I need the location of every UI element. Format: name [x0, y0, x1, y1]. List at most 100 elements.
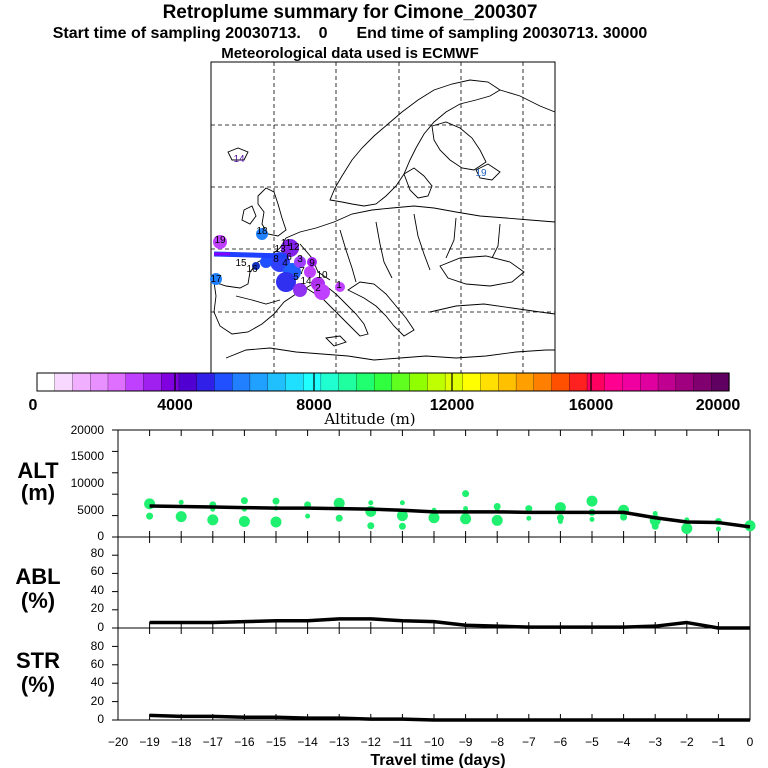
x-tick-label: −7	[522, 735, 536, 749]
alt-cluster-point	[586, 495, 598, 507]
colorbar-tick-label: 4000	[157, 397, 193, 414]
abl-ytick-label: 0	[97, 620, 104, 634]
colorbar-title: Altitude (m)	[323, 410, 415, 428]
series-lines	[149, 504, 751, 722]
colorbar-cell	[586, 372, 606, 392]
alt-cluster-point	[238, 515, 250, 527]
colorbar-cell	[54, 372, 74, 392]
coastlines	[213, 79, 556, 361]
colorbar-cell	[143, 372, 162, 392]
colorbar-tick-label: 0	[29, 397, 38, 414]
x-tick-label: −3	[648, 735, 662, 749]
map-cluster-blob	[276, 272, 296, 292]
alt-ytick-label: 15000	[71, 449, 105, 463]
map-cluster-blob	[294, 256, 306, 268]
str-ytick-label: 20	[91, 694, 105, 708]
start-time-label: Start time of sampling 20030713. 0	[52, 25, 328, 42]
colorbar-cell	[338, 372, 358, 392]
altitude-colorbar: 0 4000 8000 12000 16000 20000 Altitude (…	[29, 372, 740, 428]
map-isolated-label: 14	[233, 154, 245, 165]
x-tick-label: −16	[234, 735, 255, 749]
x-tick-label: −17	[203, 735, 224, 749]
alt-cluster-point	[240, 497, 248, 505]
colorbar-cell	[462, 372, 482, 392]
abl-ytick-label: 60	[91, 564, 105, 578]
alt-cluster-point	[335, 514, 343, 522]
colorbar-cell	[444, 372, 464, 392]
map-cluster-blob	[213, 235, 227, 249]
x-tick-labels: −20 −19 −18 −17 −16 −15 −14 −13 −12 −11 −10 −9 −8 −7−…	[108, 735, 754, 749]
x-tick-label: −9	[459, 735, 473, 749]
map-cluster-blob	[314, 284, 330, 300]
map-cluster-label: 2	[315, 283, 321, 294]
colorbar-cell	[551, 372, 570, 392]
alt-cluster-point	[557, 518, 563, 524]
alt-cluster-point	[207, 514, 219, 526]
map-cluster-label: 17	[210, 274, 222, 285]
alt-ytick-label: 0	[97, 529, 104, 543]
colorbar-cell	[356, 372, 375, 392]
map-cluster-label: 1	[336, 280, 342, 291]
colorbar-cell	[303, 372, 322, 392]
alt-cluster-point	[399, 500, 405, 506]
str-ytick-label: 0	[97, 712, 104, 726]
str-line	[149, 713, 750, 722]
map-isolated-label: 19	[475, 168, 487, 179]
map-cluster-blob	[260, 256, 272, 268]
alt-cluster-point	[333, 497, 345, 509]
colorbar-cell	[515, 372, 535, 392]
alt-cluster-point	[462, 490, 470, 498]
map-cluster-label: 16	[246, 264, 258, 275]
map-cluster-label: 7	[299, 266, 305, 277]
str-panel-unit: (%)	[21, 672, 55, 697]
colorbar-cell	[196, 372, 216, 392]
map-cluster-blob	[210, 273, 222, 285]
colorbar-cell	[320, 372, 340, 392]
alt-cluster-point	[305, 513, 311, 519]
colorbar-tick-label: 16000	[569, 397, 614, 414]
abl-ytick-label: 20	[91, 601, 105, 615]
colorbar-cell	[533, 372, 553, 392]
map-cluster-label: 8	[273, 254, 279, 265]
colorbar-cell	[90, 372, 109, 392]
map-cluster-blob	[304, 266, 316, 278]
abl-panel-label: ABL	[15, 564, 60, 589]
alt-cluster-point	[460, 513, 472, 525]
x-tick-label: −2	[680, 735, 694, 749]
str-ytick-label: 40	[91, 675, 105, 689]
alt-cluster-point	[556, 514, 564, 522]
colorbar-cell	[498, 372, 517, 392]
map-cluster-label: 11	[281, 238, 292, 249]
map-cluster-label: 10	[316, 270, 328, 281]
str-panel-frame	[117, 627, 751, 721]
x-tick-label: −13	[329, 735, 350, 749]
x-tick-label: −20	[108, 735, 129, 749]
alt-cluster-point	[270, 516, 282, 528]
map-cluster-blob	[293, 283, 307, 297]
colorbar-cell	[72, 372, 91, 392]
alt-panel-label: ALT	[17, 458, 59, 483]
met-data-label: Meteorological data used is ECMWF	[221, 45, 479, 62]
x-tick-label: 0	[747, 735, 754, 749]
x-tick-label: −4	[617, 735, 631, 749]
map-cluster-label: 19	[214, 235, 226, 246]
colorbar-cell	[36, 372, 56, 392]
alt-cluster-point	[554, 502, 566, 514]
colorbar-cell	[427, 372, 446, 392]
abl-line	[149, 617, 750, 630]
colorbar-cell	[409, 372, 429, 392]
map-cluster-label: 5	[293, 272, 299, 283]
colorbar-tick-label: 8000	[296, 397, 332, 414]
alt-panel-unit: (m)	[21, 480, 55, 505]
str-ytick-label: 60	[91, 657, 105, 671]
colorbar-tick-label: 12000	[430, 397, 475, 414]
alt-cluster-point	[146, 512, 154, 520]
map-cluster-label: 15	[235, 258, 247, 269]
map-cluster-label: 12	[288, 242, 300, 253]
map-gridlines	[211, 62, 555, 373]
colorbar-cell	[657, 372, 677, 392]
alt-cluster-point	[525, 505, 533, 513]
colorbar-cell	[569, 372, 588, 392]
